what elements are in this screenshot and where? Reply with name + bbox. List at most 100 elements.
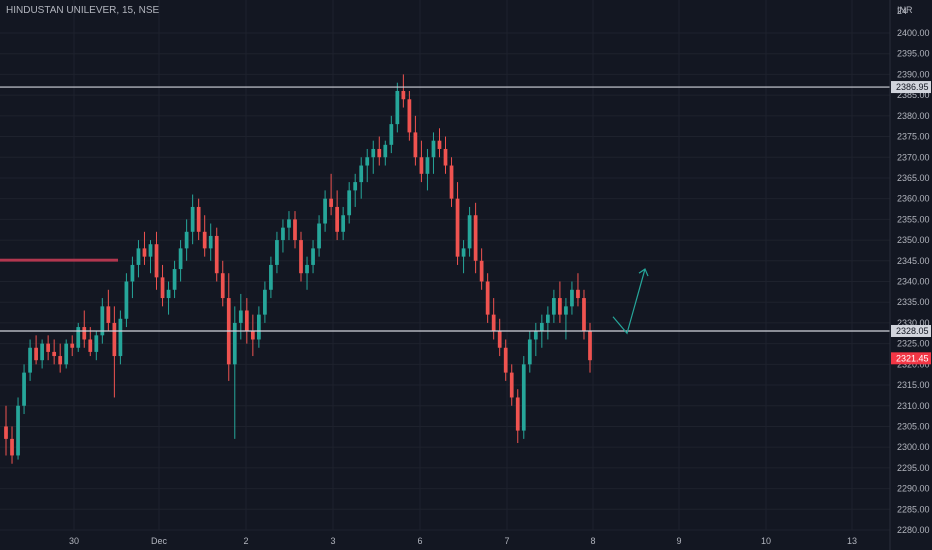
candle-body: [401, 90, 406, 100]
time-tick-label: 8: [590, 536, 595, 546]
candle-body: [178, 248, 183, 270]
price-tick-label: 2280.00: [897, 525, 930, 535]
candle-body: [214, 235, 219, 274]
candle-body: [305, 264, 309, 274]
price-tick-label: 2360.00: [897, 194, 930, 204]
level-price-tag: [891, 324, 931, 337]
support-band-rect: [0, 258, 118, 262]
candle-body: [443, 148, 448, 166]
price-tick-label: 2370.00: [897, 152, 930, 162]
candle-body: [190, 206, 195, 232]
candle-body: [154, 244, 159, 278]
candle-body: [431, 140, 436, 158]
arrow-head: [638, 268, 649, 277]
candle-body: [166, 289, 171, 299]
price-tick-label: 2365.00: [897, 173, 930, 183]
candle-body: [588, 331, 592, 361]
time-axis[interactable]: 30 Dec 2 3 6 7 8 9 10 13: [69, 536, 857, 546]
price-tick-label: 2290.00: [897, 484, 930, 494]
candle-body: [232, 322, 237, 365]
candle-body: [70, 343, 75, 348]
candle-body: [317, 223, 321, 249]
candle-body: [100, 306, 105, 336]
candle-body: [281, 227, 285, 241]
candle-body: [76, 327, 81, 348]
price-tick-label: 2355.00: [897, 214, 930, 224]
time-tick-label: 30: [69, 536, 79, 546]
candle-body: [106, 306, 111, 323]
candle-body: [124, 281, 129, 319]
time-tick-label: Dec: [151, 536, 168, 546]
candle-body: [564, 306, 568, 315]
candle-body: [491, 314, 496, 332]
price-tick-label: 2305.00: [897, 421, 930, 431]
candle-body: [341, 215, 346, 232]
candle-body: [407, 99, 412, 133]
candle-body: [521, 364, 526, 431]
price-tick-label-top: 24: [897, 6, 907, 16]
candle-body: [142, 248, 147, 257]
candle-body: [329, 198, 333, 207]
candle-body: [64, 343, 69, 365]
candle-body: [136, 248, 141, 265]
candle-body: [28, 347, 32, 373]
time-tick-label: 13: [847, 536, 857, 546]
candle-body: [299, 240, 303, 274]
candle-body: [413, 132, 418, 158]
price-axis[interactable]: 2280.00 2285.00 2290.00 2295.00 2300.00 2305.…: [897, 6, 930, 535]
candle-body: [4, 426, 8, 439]
candle-body: [275, 240, 279, 265]
candle-body: [479, 260, 484, 282]
time-tick-label: 10: [761, 536, 771, 546]
candle-body: [335, 206, 340, 232]
candle-body: [467, 215, 472, 249]
candle-body: [88, 339, 93, 352]
price-tags: 2386.95 2328.05 2321.45: [891, 81, 931, 365]
candle-body: [377, 148, 382, 158]
candle-body: [94, 335, 99, 352]
price-tick-label: 2325.00: [897, 339, 930, 349]
candle-body: [287, 219, 291, 228]
price-tick-label: 2330.00: [897, 318, 930, 328]
price-tick-label: 2335.00: [897, 297, 930, 307]
candle-body: [238, 310, 243, 323]
candle-body: [425, 157, 430, 174]
grid-lines: [0, 0, 890, 531]
candle-body: [527, 339, 532, 365]
price-tick-label: 2310.00: [897, 401, 930, 411]
candle-body: [148, 244, 153, 257]
price-tick-label: 2285.00: [897, 504, 930, 514]
candle-body: [576, 289, 580, 299]
candle-body: [184, 231, 189, 249]
candle-body: [293, 219, 297, 241]
candle-body: [202, 231, 207, 249]
candlestick-series: [4, 74, 592, 464]
candle-body: [509, 372, 514, 398]
price-tick-label: 2395.00: [897, 49, 930, 59]
candle-body: [347, 190, 352, 216]
candle-body: [552, 298, 556, 315]
candle-body: [359, 165, 364, 183]
level-price-tag-text: 2328.05: [896, 326, 929, 336]
candle-body: [40, 343, 44, 361]
currency-label: INR: [897, 5, 913, 15]
candle-body: [130, 264, 135, 282]
candle-body: [118, 318, 123, 357]
candle-body: [558, 298, 562, 315]
price-tick-label: 2385.00: [897, 90, 930, 100]
candle-body: [10, 438, 14, 456]
projection-arrow-path[interactable]: [612, 268, 646, 335]
candle-body: [16, 405, 20, 456]
candle-body: [503, 347, 508, 373]
candle-body: [365, 157, 370, 166]
projection-arrow[interactable]: [612, 268, 649, 335]
candle-body: [497, 331, 502, 348]
candle-body: [269, 264, 273, 290]
price-tick-label: 2380.00: [897, 111, 930, 121]
level-price-tag-text: 2386.95: [896, 82, 929, 92]
horizontal-levels[interactable]: [0, 86, 890, 332]
price-tick-label: 2300.00: [897, 442, 930, 452]
candle-body: [515, 397, 520, 431]
last-price-tag-text: 2321.45: [896, 353, 929, 363]
